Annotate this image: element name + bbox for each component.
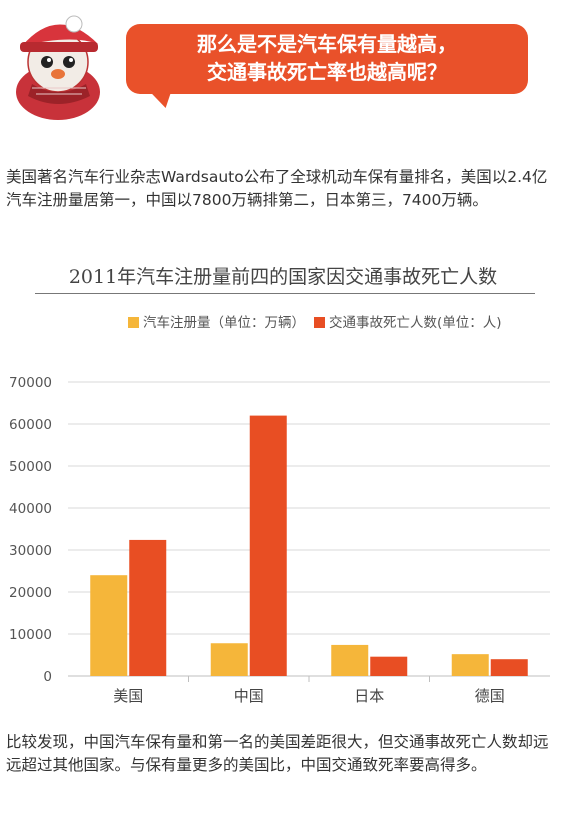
- bar-deaths: [370, 656, 408, 676]
- bar-registrations: [331, 644, 369, 676]
- intro-paragraph: 美国著名汽车行业杂志Wardsauto公布了全球机动车保有量排名，美国以2.4亿…: [6, 168, 548, 209]
- legend-label: 汽车注册量（单位：万辆）: [143, 314, 305, 331]
- bar-deaths: [129, 539, 167, 676]
- y-tick-label: 70000: [9, 375, 52, 391]
- y-tick-label: 0: [43, 669, 52, 685]
- bubble-question-line2: 交通事故死亡率也越高呢？: [207, 60, 447, 84]
- bar-deaths: [490, 659, 528, 676]
- chart-title-underline: [35, 293, 535, 294]
- y-tick-label: 60000: [9, 417, 52, 433]
- y-tick-label: 20000: [9, 585, 52, 601]
- bar-registrations: [451, 654, 489, 676]
- x-tick-label: 中国: [234, 687, 264, 705]
- legend-swatch: [128, 317, 139, 328]
- x-tick-label: 日本: [354, 687, 384, 705]
- legend-swatch: [314, 317, 325, 328]
- legend-label: 交通事故死亡人数(单位：人): [329, 314, 502, 331]
- speech-bubble: 那么是不是汽车保有量越高， 交通事故死亡率也越高呢？: [126, 24, 528, 94]
- bar-deaths: [249, 415, 287, 676]
- conclusion-paragraph: 比较发现，中国汽车保有量和第一名的美国差距很大，但交通事故死亡人数却远远超过其他…: [6, 733, 549, 774]
- bar-registrations: [210, 643, 248, 676]
- x-tick-label: 美国: [113, 687, 143, 705]
- y-tick-label: 50000: [9, 459, 52, 475]
- snowman-mascot-icon: [2, 4, 114, 122]
- bar-chart: 0 10000 20000 30000 40000 50000 60000 70000 美国 中国…: [9, 314, 550, 705]
- y-tick-label: 40000: [9, 501, 52, 517]
- x-tick-label: 德国: [475, 687, 505, 705]
- chart-title: 2011年汽车注册量前四的国家因交通事故死亡人数: [68, 266, 498, 288]
- bubble-question-line1: 那么是不是汽车保有量越高，: [197, 32, 457, 56]
- y-tick-label: 10000: [9, 627, 52, 643]
- y-tick-label: 30000: [9, 543, 52, 559]
- bar-registrations: [90, 575, 128, 676]
